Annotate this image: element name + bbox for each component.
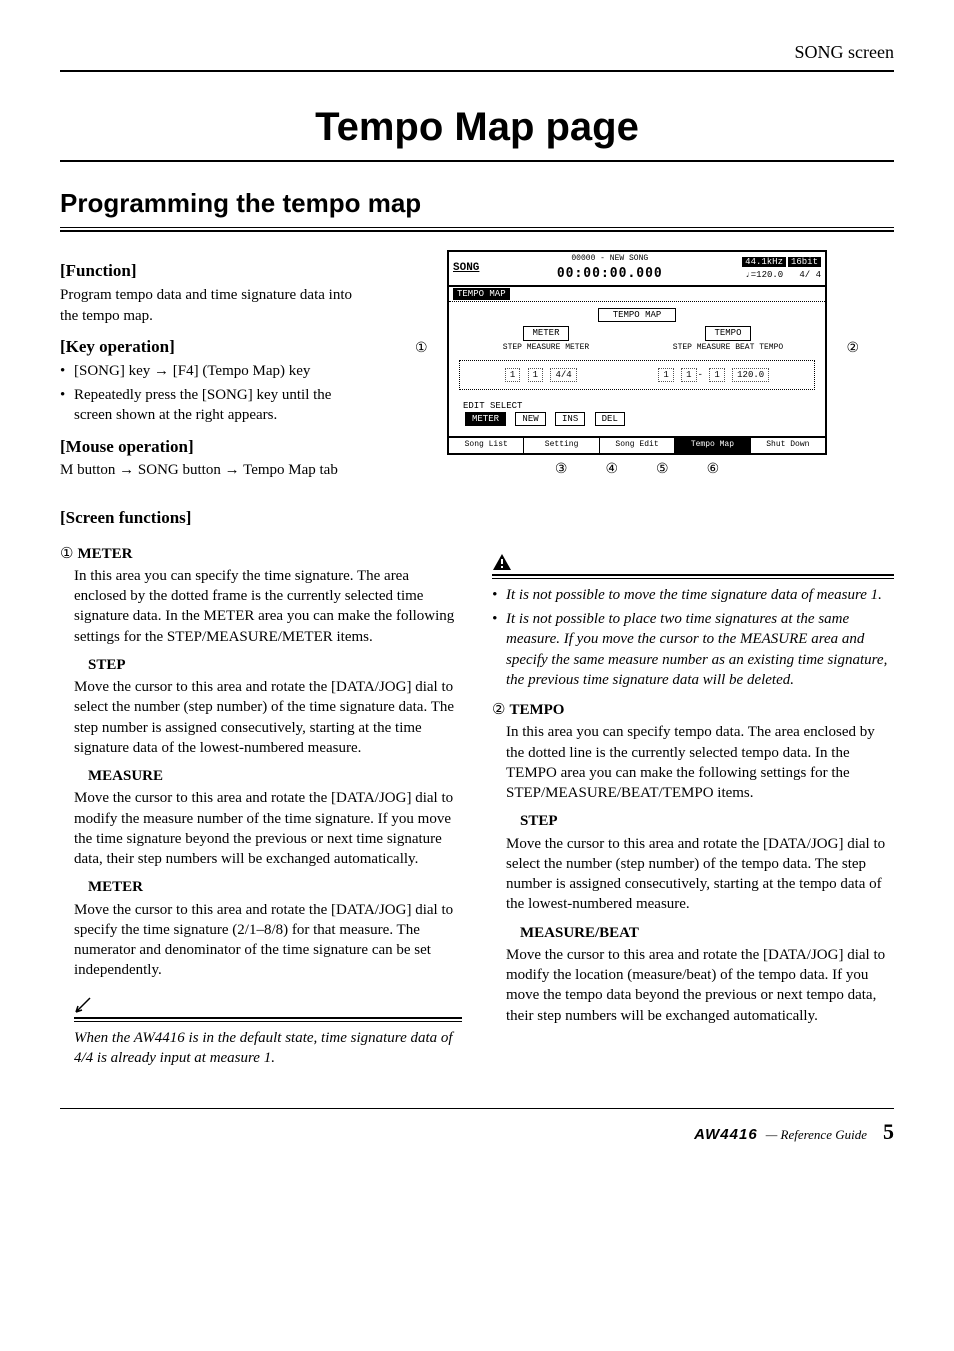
callout-right: ② [846,340,859,359]
callouts-bottom: ③ ④ ⑤ ⑥ [427,461,847,480]
meter-meter-body: Move the cursor to this area and rotate … [74,900,462,981]
note-icon [74,996,92,1014]
meter-meter-h: METER [88,877,462,897]
section-title: Programming the tempo map [60,186,894,221]
lcd-tab-4: Shut Down [751,438,825,453]
lcd-btn-del: DEL [595,412,625,426]
tempo-intro: In this area you can specify tempo data.… [506,722,894,803]
lcd-btn-new: NEW [515,412,545,426]
warning-box: It is not possible to move the time sign… [492,552,894,691]
lcd-sig: 4/ 4 [799,270,821,280]
lcd-rate: 44.1kHz [742,257,786,267]
footer-model: AW4416 [694,1125,758,1145]
lcd-r-tempo: 120.0 [732,368,769,382]
lcd-tempo-header: TEMPO [705,326,750,340]
meter-step-body: Move the cursor to this area and rotate … [74,677,462,758]
lcd-r-meas: 1 [681,368,696,382]
function-heading: [Function] [60,260,360,283]
lcd-meter-header: METER [523,326,568,340]
meter-num: ① [60,546,73,562]
meter-intro: In this area you can specify the time si… [74,566,462,647]
lcd-tab-2: Song Edit [600,438,675,453]
meter-measure-h: MEASURE [88,766,462,786]
right-column: It is not possible to move the time sign… [492,538,894,1079]
callout-3: ③ [555,461,568,480]
meter-step-h: STEP [88,655,462,675]
footer-page: 5 [883,1117,894,1147]
lcd-left-cols: STEP MEASURE METER [455,343,637,354]
left-column: ①METER In this area you can specify the … [60,538,462,1079]
top-row: [Function] Program tempo data and time s… [60,250,894,486]
section-rule [60,227,894,232]
lcd-bpm: ♩=120.0 [745,270,783,280]
warning-icon [492,553,512,571]
mouseop-body: M button → SONG button → Tempo Map tab [60,460,360,480]
lcd-edit-select-label: EDIT SELECT [463,400,522,412]
note-box: When the AW4416 is in the default state,… [74,995,462,1069]
main-title-rule [60,160,894,162]
warning-0: It is not possible to move the time sign… [492,585,894,605]
lcd-btn-meter: METER [465,412,506,426]
meter-title: METER [77,546,132,562]
callout-6: ⑥ [707,461,720,480]
lcd-songid: 00000 - NEW SONG [479,254,740,265]
page-title: Tempo Map page [60,100,894,154]
lcd-tab-0: Song List [449,438,524,453]
keyop-item-0: [SONG] key → [F4] (Tempo Map) key [60,361,360,381]
header-rule [60,70,894,72]
tempo-title: TEMPO [509,702,564,718]
footer: AW4416 — Reference Guide 5 [60,1108,894,1147]
callout-5: ⑤ [656,461,669,480]
lcd-l-meter: 4/4 [550,368,576,382]
mouseop-heading: [Mouse operation] [60,436,360,459]
lcd-l-step: 1 [505,368,520,382]
lcd-r-step: 1 [658,368,673,382]
lcd-mode-label: TEMPO MAP [453,288,510,300]
tempo-item-head: ②TEMPO [492,700,894,720]
note-text: When the AW4416 is in the default state,… [74,1028,462,1069]
lcd-data-row: 1 1 4/4 1 1- 1 120.0 [459,360,815,390]
lcd-screen: SONG 00000 - NEW SONG 00:00:00.000 44.1k… [447,250,827,455]
callout-4: ④ [605,461,618,480]
tempo-mb-h: MEASURE/BEAT [520,923,894,943]
header-section-label: SONG screen [60,40,894,64]
lcd-r-beat: 1 [709,368,724,382]
lcd-right-cols: STEP MEASURE BEAT TEMPO [637,343,819,354]
keyop-item-1: Repeatedly press the [SONG] key until th… [60,385,360,426]
content-columns: ①METER In this area you can specify the … [60,538,894,1079]
meter-measure-body: Move the cursor to this area and rotate … [74,788,462,869]
keyop-list: [SONG] key → [F4] (Tempo Map) key Repeat… [60,361,360,426]
lcd-container: ① ② SONG 00000 - NEW SONG 00:00:00.000 4… [380,250,894,486]
lcd-tab-1: Setting [524,438,599,453]
warning-1: It is not possible to place two time sig… [492,609,894,690]
tempo-mb-body: Move the cursor to this area and rotate … [506,945,894,1026]
screen-functions-heading: [Screen functions] [60,507,894,530]
lcd-btn-ins: INS [555,412,585,426]
lcd-song-label: SONG [453,261,479,276]
lcd-tabs: Song List Setting Song Edit Tempo Map Sh… [449,436,825,453]
tempo-num: ② [492,702,505,718]
top-left-column: [Function] Program tempo data and time s… [60,250,360,486]
lcd-l-meas: 1 [528,368,543,382]
tempo-step-body: Move the cursor to this area and rotate … [506,834,894,915]
warning-list: It is not possible to move the time sign… [492,585,894,690]
keyop-heading: [Key operation] [60,336,360,359]
tempo-step-h: STEP [520,811,894,831]
lcd-counter: 00:00:00.000 [479,265,740,283]
lcd-tab-3: Tempo Map [675,438,750,453]
lcd-title-label: TEMPO MAP [598,308,677,322]
function-body: Program tempo data and time signature da… [60,285,360,326]
meter-item-head: ①METER [60,544,462,564]
footer-guide: — Reference Guide [766,1126,867,1144]
callout-left: ① [415,340,428,359]
lcd-bit: 16bit [788,257,821,267]
